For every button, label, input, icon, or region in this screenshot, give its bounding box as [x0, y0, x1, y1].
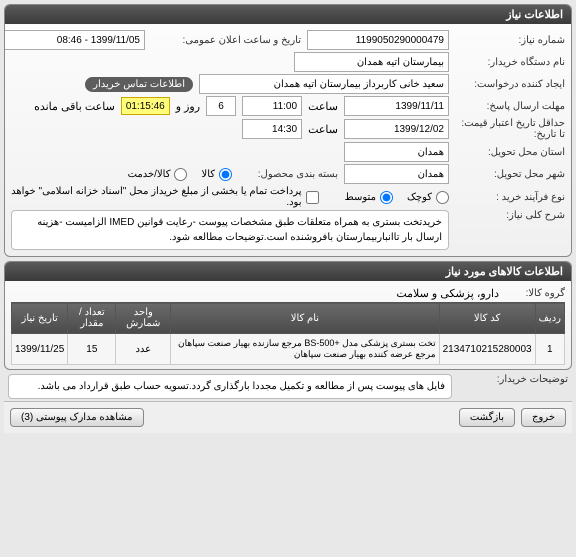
valid-label: حداقل تاریخ اعتبار قیمت: تا تاریخ:	[455, 118, 565, 140]
req-no-field[interactable]	[307, 30, 449, 50]
process-label: نوع فرآیند خرید :	[455, 192, 565, 203]
contact-buyer-button[interactable]: اطلاعات تماس خریدار	[85, 77, 193, 92]
goods-col-header: نام کالا	[171, 303, 439, 334]
group-label: گروه کالا:	[505, 288, 565, 299]
table-cell: 15	[68, 334, 116, 365]
pkg-khadamat-option[interactable]: کالا/خدمت	[128, 168, 188, 181]
valid-time-field[interactable]	[242, 119, 302, 139]
days-lbl: روز و	[176, 100, 200, 113]
pay-note-text: پرداخت تمام یا بخشی از مبلغ خریداز محل "…	[11, 186, 302, 208]
req-no-label: شماره نیاز:	[455, 35, 565, 46]
table-cell: تخت بستری پزشکی مدل +BS-500 مرجع سازنده …	[171, 334, 439, 365]
reply-time-lbl: ساعت	[308, 100, 338, 113]
proc-small-radio[interactable]	[436, 191, 449, 204]
proc-small-option[interactable]: کوچک	[407, 191, 449, 204]
summary-box: خریدتخت بستری به همراه متعلقات طبق مشخصا…	[11, 210, 449, 250]
info-panel: اطلاعات نیاز شماره نیاز: تاریخ و ساعت اع…	[4, 4, 572, 257]
footer-bar: خروج بازگشت مشاهده مدارک پیوستی (3)	[4, 401, 572, 433]
delivery-city-field[interactable]	[344, 164, 449, 184]
days-field[interactable]	[206, 96, 236, 116]
buyer-notes-box: فایل های پیوست پس از مطالعه و تکمیل مجدد…	[8, 374, 452, 399]
creator-label: ایجاد کننده درخواست:	[455, 79, 565, 90]
table-cell: 1399/11/25	[12, 334, 68, 365]
remaining-time: 01:15:46	[121, 97, 170, 115]
table-cell: 1	[535, 334, 564, 365]
table-cell: عدد	[116, 334, 171, 365]
goods-col-header: کد کالا	[439, 303, 535, 334]
attachments-button[interactable]: مشاهده مدارک پیوستی (3)	[10, 408, 144, 427]
exit-button[interactable]: خروج	[521, 408, 566, 427]
pkg-kala-radio[interactable]	[219, 168, 232, 181]
goods-col-header: تاریخ نیاز	[12, 303, 68, 334]
process-radio-group: کوچک متوسط	[345, 191, 449, 204]
summary-label: شرح کلی نیاز:	[455, 210, 565, 221]
goods-header: اطلاعات کالاهای مورد نیاز	[5, 262, 571, 281]
buyer-notes-label: توضیحات خریدار:	[458, 374, 568, 385]
reply-time-field[interactable]	[242, 96, 302, 116]
table-cell: 2134710215280003	[439, 334, 535, 365]
proc-medium-radio[interactable]	[380, 191, 393, 204]
pkg-kala-option[interactable]: کالا	[201, 168, 232, 181]
pkg-radio-group: کالا کالا/خدمت	[128, 168, 232, 181]
valid-date-field[interactable]	[344, 119, 449, 139]
goods-panel: اطلاعات کالاهای مورد نیاز گروه کالا: دار…	[4, 261, 572, 370]
goods-table: ردیفکد کالانام کالاواحد شمارشتعداد / مقد…	[11, 302, 565, 365]
goods-body: گروه کالا: دارو، پزشکی و سلامت ردیفکد کا…	[5, 281, 571, 369]
announce-label: تاریخ و ساعت اعلان عمومی:	[151, 35, 301, 46]
delivery-prov-field[interactable]	[344, 142, 449, 162]
reply-date-field[interactable]	[344, 96, 449, 116]
group-value: دارو، پزشکی و سلامت	[396, 287, 499, 300]
delivery-prov-label: استان محل تحویل:	[455, 147, 565, 158]
info-panel-header: اطلاعات نیاز	[5, 5, 571, 24]
table-row[interactable]: 12134710215280003تخت بستری پزشکی مدل +BS…	[12, 334, 565, 365]
pkg-khadamat-radio[interactable]	[174, 168, 187, 181]
back-button[interactable]: بازگشت	[459, 408, 515, 427]
goods-col-header: تعداد / مقدار	[68, 303, 116, 334]
pkg-label: بسته بندی محصول:	[238, 169, 338, 180]
remaining-lbl: ساعت باقی مانده	[34, 100, 115, 113]
proc-medium-option[interactable]: متوسط	[345, 191, 393, 204]
goods-col-header: واحد شمارش	[116, 303, 171, 334]
announce-field[interactable]	[4, 30, 145, 50]
pay-note-checkbox[interactable]	[306, 191, 319, 204]
creator-field[interactable]	[199, 74, 449, 94]
buyer-field[interactable]	[294, 52, 449, 72]
info-title: اطلاعات نیاز	[506, 9, 563, 21]
delivery-city-label: شهر محل تحویل:	[455, 169, 565, 180]
buyer-label: نام دستگاه خریدار:	[455, 57, 565, 68]
reply-deadline-label: مهلت ارسال پاسخ:	[455, 101, 565, 112]
goods-col-header: ردیف	[535, 303, 564, 334]
info-body: شماره نیاز: تاریخ و ساعت اعلان عمومی: نا…	[5, 24, 571, 256]
valid-time-lbl: ساعت	[308, 123, 338, 136]
pay-note-line[interactable]: پرداخت تمام یا بخشی از مبلغ خریداز محل "…	[11, 186, 319, 208]
